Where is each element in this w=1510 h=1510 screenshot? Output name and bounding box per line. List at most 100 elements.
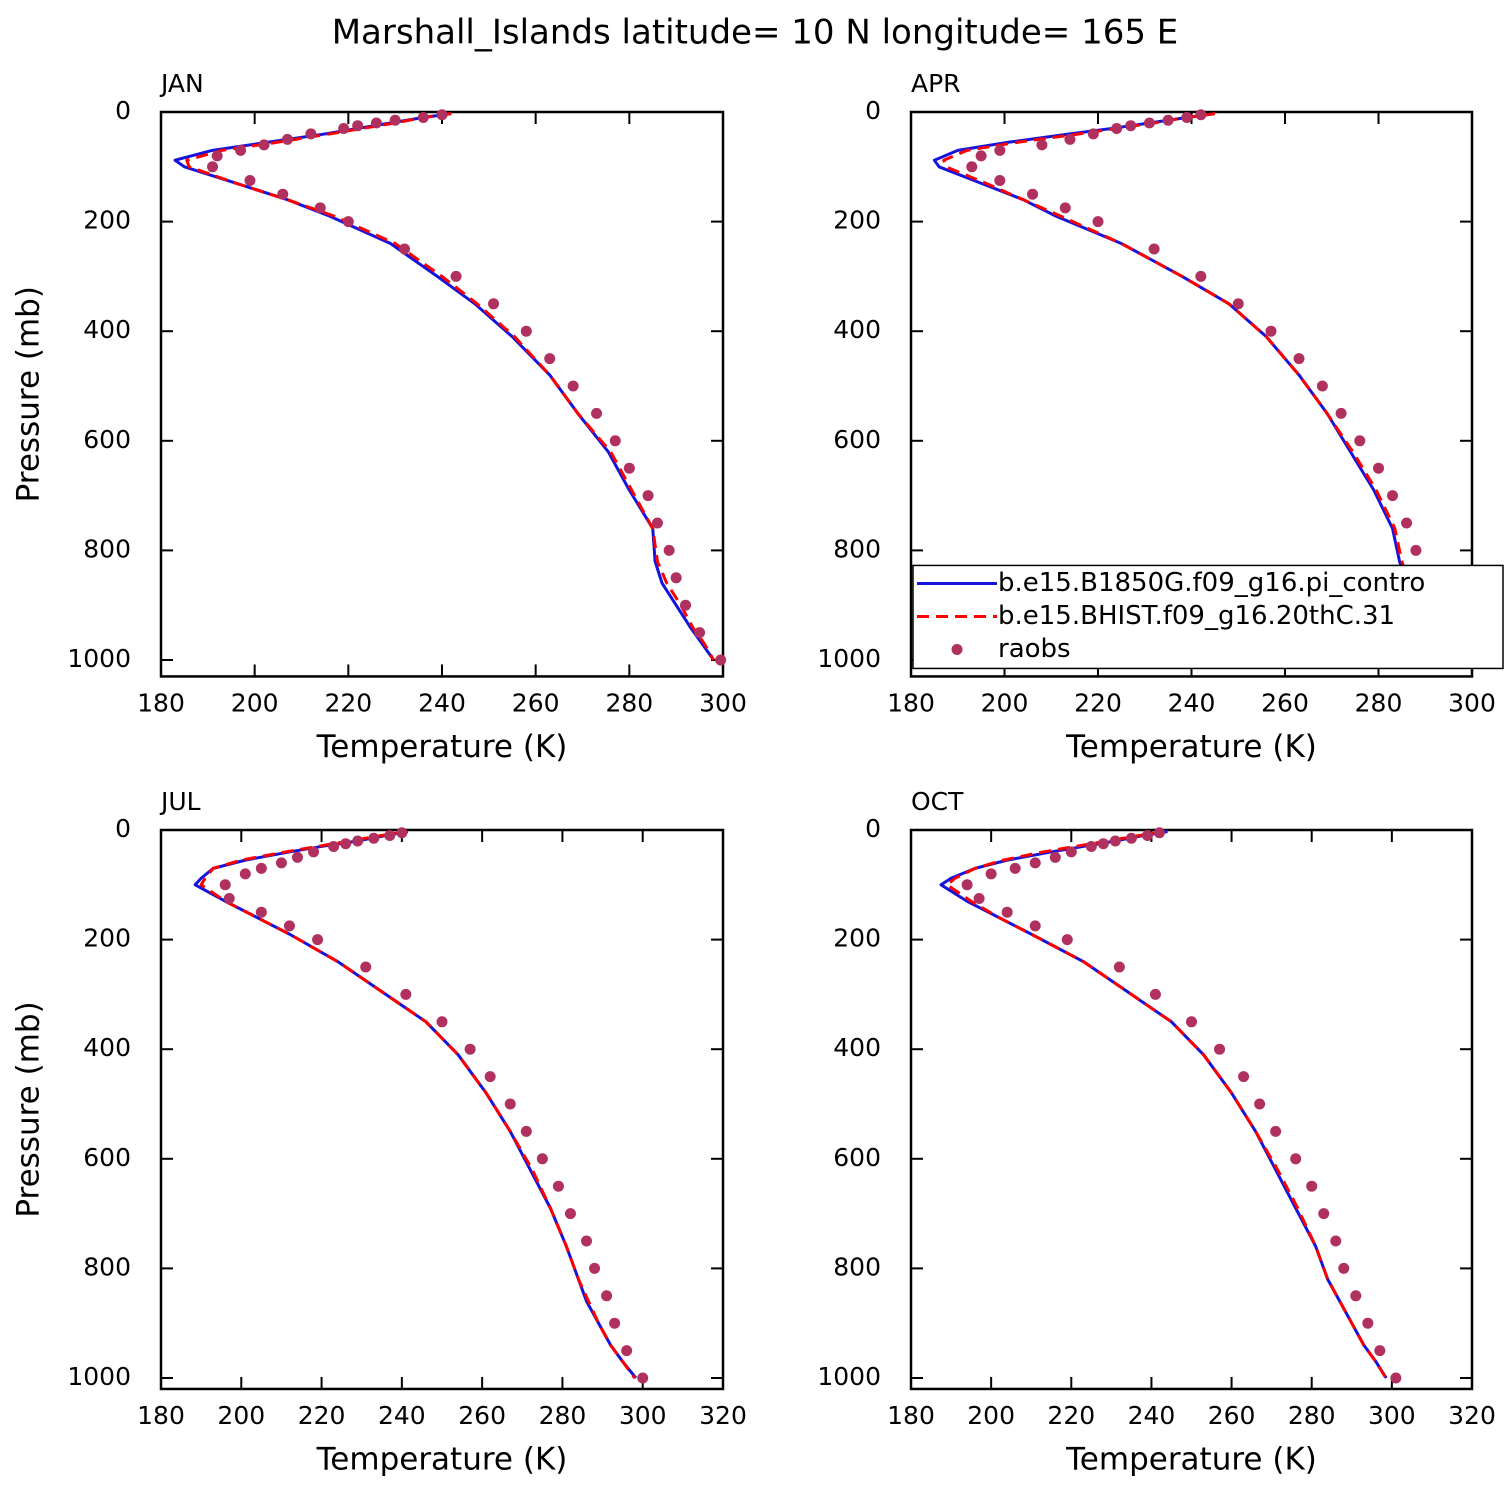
- x-tick-label: 180: [137, 688, 185, 717]
- y-tick-label: 0: [865, 814, 881, 843]
- y-axis-label: Pressure (mb): [11, 286, 47, 502]
- raob-point: [450, 270, 462, 282]
- x-tick-label: 300: [699, 688, 747, 717]
- x-tick-label: 280: [1355, 688, 1403, 717]
- y-tick-label: 800: [83, 1252, 131, 1281]
- raob-point: [1027, 188, 1039, 200]
- raob-point: [1410, 544, 1422, 556]
- raob-point: [564, 1208, 576, 1220]
- raob-point: [1232, 298, 1244, 310]
- raob-point: [581, 1235, 593, 1247]
- x-tick-label: 220: [298, 1401, 346, 1430]
- raob-point: [235, 144, 247, 156]
- x-tick-label: 300: [1368, 1401, 1416, 1430]
- raob-point: [1125, 832, 1137, 844]
- y-tick-label: 600: [83, 425, 131, 454]
- raob-point: [994, 144, 1006, 156]
- raob-point: [1238, 1071, 1250, 1083]
- raob-point: [567, 380, 579, 392]
- raob-point: [342, 216, 354, 228]
- raob-point: [255, 906, 267, 918]
- profile-line: [199, 830, 636, 1379]
- raob-point: [973, 893, 985, 904]
- raob-point: [1092, 216, 1104, 228]
- raob-point: [1009, 862, 1021, 874]
- raob-point: [589, 1262, 601, 1274]
- legend-label: b.e15.B1850G.f09_g16.pi_contro: [998, 568, 1425, 598]
- raob-point: [670, 572, 682, 584]
- y-tick-label: 600: [833, 425, 881, 454]
- raob-point: [1065, 846, 1077, 858]
- panel: OCT 180 200 220 240 260 280 300 320 0 200 400 600 800…: [817, 787, 1495, 1477]
- raob-point: [1330, 1235, 1342, 1247]
- x-tick-label: 180: [887, 688, 935, 717]
- raob-point: [642, 490, 654, 502]
- x-tick-label: 260: [1208, 1401, 1256, 1430]
- legend-label: b.e15.BHIST.f09_g16.20thC.31: [998, 601, 1395, 631]
- raob-point: [1097, 838, 1109, 850]
- x-tick-label: 200: [231, 688, 279, 717]
- plot-frame: [159, 110, 725, 678]
- raob-point: [1125, 120, 1137, 132]
- raob-point: [275, 857, 287, 869]
- raob-point: [544, 353, 556, 365]
- y-tick-label: 1000: [817, 644, 881, 673]
- raob-point: [1162, 114, 1174, 126]
- raob-point: [1149, 988, 1161, 1000]
- y-tick-label: 800: [833, 1252, 881, 1281]
- y-tick-label: 400: [833, 315, 881, 344]
- raob-point: [1141, 829, 1153, 841]
- x-tick-label: 220: [1074, 688, 1122, 717]
- raob-point: [1029, 857, 1041, 869]
- panel-title: APR: [911, 69, 961, 98]
- raob-point: [352, 835, 364, 847]
- profile-line: [173, 112, 715, 661]
- raob-point: [1087, 128, 1099, 140]
- y-tick-label: 600: [833, 1143, 881, 1172]
- raob-point: [328, 840, 340, 852]
- raob-point: [283, 920, 295, 932]
- raob-point: [360, 961, 372, 973]
- raob-point: [399, 243, 411, 255]
- raob-point: [400, 988, 412, 1000]
- y-tick-label: 1000: [817, 1362, 881, 1391]
- raob-point: [1265, 325, 1277, 337]
- x-tick-label: 280: [539, 1401, 587, 1430]
- raob-point: [1195, 109, 1207, 121]
- raob-point: [552, 1180, 564, 1192]
- legend-box: [912, 564, 1504, 670]
- raob-point: [1061, 934, 1073, 946]
- raob-point: [504, 1098, 516, 1110]
- x-tick-label: 200: [217, 1401, 265, 1430]
- x-tick-label: 300: [619, 1401, 667, 1430]
- raob-point: [464, 1043, 476, 1055]
- x-tick-label: 220: [1047, 1401, 1095, 1430]
- raob-point: [1195, 270, 1207, 282]
- raob-point: [1109, 835, 1121, 847]
- raob-point: [1335, 407, 1347, 419]
- x-axis-label: Temperature (K): [316, 729, 568, 765]
- x-tick-label: 240: [1128, 1401, 1176, 1430]
- y-tick-label: 800: [83, 534, 131, 563]
- raob-point: [1186, 1016, 1197, 1028]
- raob-point: [1270, 1125, 1282, 1137]
- y-tick-label: 400: [83, 315, 131, 344]
- raob-point: [352, 120, 364, 132]
- plot-frame: [909, 828, 1474, 1391]
- raob-point: [1354, 435, 1366, 447]
- y-tick-label: 200: [83, 924, 131, 953]
- raob-point: [536, 1153, 548, 1165]
- raob-point: [694, 627, 706, 639]
- raob-point: [1350, 1290, 1362, 1302]
- raob-point: [368, 832, 380, 844]
- raob-point: [338, 122, 350, 134]
- raob-point: [291, 851, 303, 863]
- x-tick-label: 260: [1261, 688, 1309, 717]
- raob-point: [417, 111, 429, 123]
- raob-point: [520, 1125, 532, 1137]
- raob-point: [488, 298, 500, 310]
- x-tick-label: 240: [1168, 688, 1216, 717]
- raob-point: [1085, 840, 1097, 852]
- panel: JUL 180 200 220 240 260 280 300 320 0 200 400 600 800…: [11, 787, 747, 1477]
- y-axis-label: Pressure (mb): [11, 1001, 47, 1217]
